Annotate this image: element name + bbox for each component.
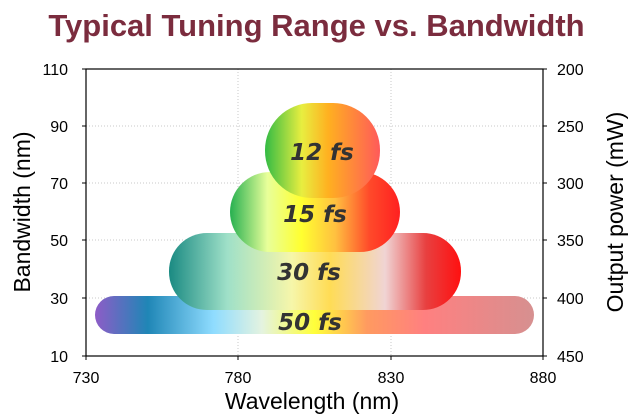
x-tick-label: 730 [73,370,100,387]
chart-title: Typical Tuning Range vs. Bandwidth [48,8,585,43]
band-15fs: 15 fs [230,172,400,252]
y-left-tick-label: 90 [50,119,68,136]
x-tick-labels: 730 780 830 880 [73,370,557,387]
band-30fs-bar [169,233,461,310]
band-label-50fs: 50 fs [278,310,342,336]
y-left-tick-label: 70 [50,176,68,193]
x-tick-label: 880 [530,370,557,387]
y-right-tick-label: 300 [557,176,584,193]
y-right-axis-label: Output power (mW) [602,112,628,313]
band-label-12fs: 12 fs [290,140,354,166]
y-left-tick-label: 50 [50,233,68,250]
y-right-tick-labels: 450 400 350 300 250 200 [557,62,584,366]
band-label-15fs: 15 fs [283,202,347,228]
x-tick-label: 830 [378,370,405,387]
band-12fs-bar [265,103,380,198]
y-left-tick-label: 30 [50,291,68,308]
y-right-tick-label: 250 [557,119,584,136]
band-15fs-bar [230,172,400,252]
band-12fs: 12 fs [265,103,380,198]
y-left-tick-labels: 10 30 50 70 90 110 [42,62,68,366]
tick-marks [82,68,547,360]
y-left-tick-label: 10 [50,349,68,366]
y-right-tick-label: 400 [557,291,584,308]
y-right-tick-label: 200 [557,62,584,79]
band-30fs: 30 fs [169,233,461,310]
x-axis-label: Wavelength (nm) [225,388,399,414]
y-right-tick-label: 350 [557,233,584,250]
y-left-tick-label: 110 [42,62,68,79]
y-left-axis-label: Bandwidth (nm) [9,131,35,292]
x-tick-label: 780 [225,370,252,387]
band-label-30fs: 30 fs [277,260,341,286]
y-right-tick-label: 450 [557,349,584,366]
plot-frame [85,68,544,357]
